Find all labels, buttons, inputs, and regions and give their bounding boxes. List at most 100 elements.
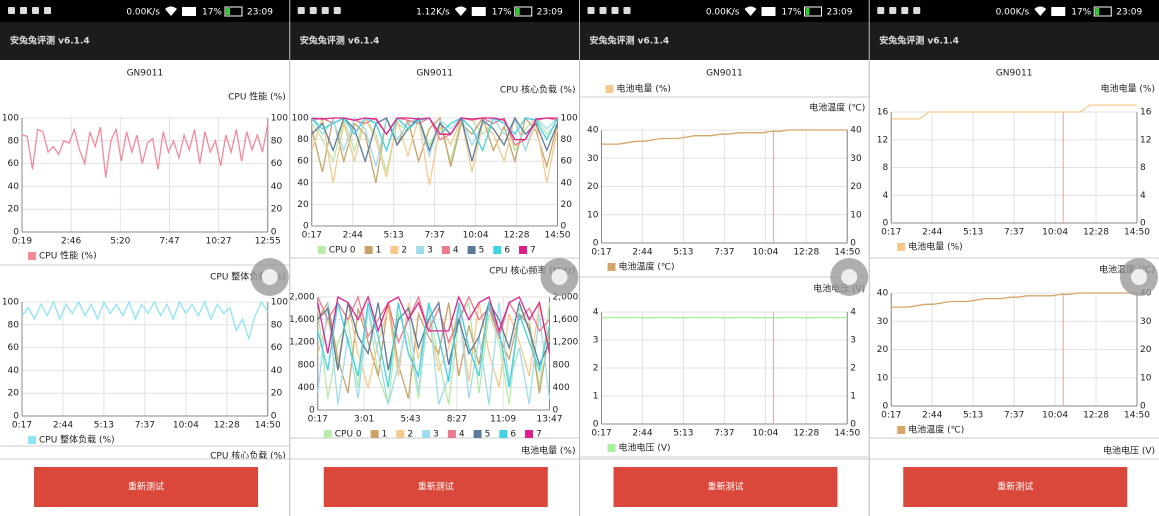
status-icon xyxy=(877,7,885,14)
legend-label: 1 xyxy=(382,430,388,440)
x-tick-label: 14:50 xyxy=(545,231,571,241)
y2-tick-label: 3 xyxy=(850,336,856,346)
x-tick-label: 12:28 xyxy=(793,248,819,258)
legend-label: 6 xyxy=(510,430,516,440)
y-tick-label: 0 xyxy=(13,228,19,238)
y-tick-label: 40 xyxy=(877,289,889,299)
y2-tick-label: 1,200 xyxy=(553,338,579,348)
battery-icon xyxy=(224,6,243,17)
y2-tick-label: 0 xyxy=(553,406,559,416)
app-bar xyxy=(579,22,870,60)
legend-label: 2 xyxy=(407,430,413,440)
retest-button[interactable] xyxy=(34,467,258,507)
x-tick-label: 5:13 xyxy=(384,231,404,241)
clock: 23:09 xyxy=(1116,8,1142,18)
legend-swatch xyxy=(422,430,431,438)
x-tick-label: 0:17 xyxy=(591,429,611,439)
y-tick-label: 3 xyxy=(593,336,599,346)
legend-label: 5 xyxy=(485,430,491,440)
x-tick-label: 10:04 xyxy=(1042,228,1068,238)
legend-swatch xyxy=(467,246,476,254)
x-tick-label: 0:17 xyxy=(308,415,328,425)
y2-tick-label: 80 xyxy=(271,320,283,330)
device-name: GN9011 xyxy=(416,69,453,79)
x-tick-label: 0:17 xyxy=(591,248,611,258)
y2-tick-label: 0 xyxy=(271,228,277,238)
y-tick-label: 0 xyxy=(593,420,599,430)
y2-tick-label: 20 xyxy=(850,182,862,192)
status-icon xyxy=(297,7,305,14)
y-tick-label: 800 xyxy=(298,360,315,370)
x-tick-label: 13:47 xyxy=(537,415,563,425)
x-tick-label: 7:37 xyxy=(135,421,155,431)
y2-tick-label: 8 xyxy=(1140,163,1146,173)
wifi-icon xyxy=(454,6,467,16)
status-icon xyxy=(599,7,607,14)
y2-tick-label: 0 xyxy=(850,239,856,249)
legend-swatch xyxy=(28,436,36,444)
x-tick-label: 2:44 xyxy=(922,411,942,421)
network-speed: 0.00K/s xyxy=(996,8,1030,18)
battery-percent: 17% xyxy=(1071,8,1091,18)
y-tick-label: 0 xyxy=(593,239,599,249)
legend-swatch xyxy=(897,426,906,434)
y2-tick-label: 2 xyxy=(850,364,856,374)
chart-title: CPU 性能 (%) xyxy=(228,91,286,103)
legend-label: CPU 性能 (%) xyxy=(39,250,97,262)
y2-tick-label: 10 xyxy=(1140,373,1152,383)
y2-tick-label: 60 xyxy=(561,157,573,167)
battery-icon xyxy=(1093,6,1112,17)
network-speed: 0.00K/s xyxy=(126,8,160,18)
series-line xyxy=(311,115,559,183)
y-tick-label: 40 xyxy=(8,182,20,192)
chart-title: 电池电量 (%) xyxy=(1101,83,1155,95)
x-tick-label: 2:46 xyxy=(61,237,81,247)
y-tick-label: 1,600 xyxy=(289,315,315,325)
legend-label: 4 xyxy=(459,430,465,440)
legend-label: 电池温度 (℃) xyxy=(619,261,675,273)
y-tick-label: 16 xyxy=(877,108,889,118)
legend-label: 7 xyxy=(530,246,536,256)
legend-label: 7 xyxy=(536,430,542,440)
x-tick-label: 12:28 xyxy=(1083,411,1109,421)
clock: 23:09 xyxy=(537,8,563,18)
x-tick-label: 14:50 xyxy=(834,429,860,439)
retest-button[interactable] xyxy=(613,467,838,507)
y-tick-label: 20 xyxy=(587,182,599,192)
x-tick-label: 7:37 xyxy=(714,248,734,258)
y2-tick-label: 100 xyxy=(561,114,578,124)
x-tick-label: 14:50 xyxy=(1124,228,1150,238)
retest-button[interactable] xyxy=(323,467,548,507)
wifi-icon xyxy=(744,6,757,16)
x-tick-label: 12:28 xyxy=(214,421,240,431)
legend-swatch xyxy=(317,246,326,254)
x-tick-label: 0:17 xyxy=(881,411,901,421)
y-tick-label: 0 xyxy=(883,219,889,229)
y-tick-label: 0 xyxy=(309,406,315,416)
y2-tick-label: 30 xyxy=(1140,317,1152,327)
y-tick-label: 80 xyxy=(297,135,309,145)
battery-percent: 17% xyxy=(492,8,512,18)
status-icon xyxy=(889,7,897,14)
legend-swatch xyxy=(416,246,425,254)
y2-tick-label: 40 xyxy=(850,126,862,136)
retest-label: 重新测试 xyxy=(997,481,1033,493)
signal-icon xyxy=(471,7,486,16)
x-tick-label: 11:09 xyxy=(490,415,516,425)
y-tick-label: 2 xyxy=(593,364,599,374)
y2-tick-label: 30 xyxy=(850,154,862,164)
y-tick-label: 40 xyxy=(297,178,309,188)
legend-label: 电池温度 (℃) xyxy=(908,424,964,436)
status-icon xyxy=(913,7,921,14)
y2-tick-label: 4 xyxy=(1140,191,1146,201)
screen-background xyxy=(0,0,290,516)
device-name: GN9011 xyxy=(996,69,1033,79)
y-tick-label: 80 xyxy=(8,320,20,330)
series-line xyxy=(317,300,551,371)
legend-swatch xyxy=(441,246,450,254)
legend-label: 3 xyxy=(427,246,433,256)
y-tick-label: 8 xyxy=(883,163,889,173)
retest-button[interactable] xyxy=(903,467,1128,507)
legend-swatch xyxy=(390,246,399,254)
